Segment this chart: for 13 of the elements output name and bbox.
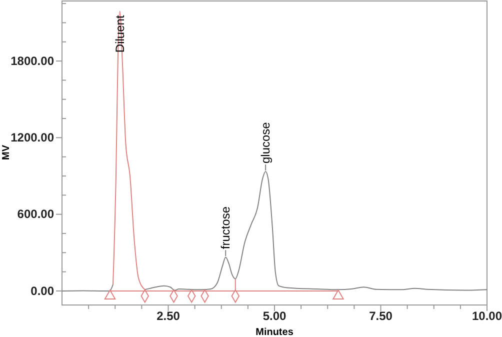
x-tick-label: 7.50	[369, 309, 393, 323]
y-axis-title: MV	[1, 144, 12, 160]
x-tick-label: 5.00	[262, 309, 286, 323]
annotation: Diluent	[112, 14, 127, 53]
y-tick-label: 1800.00	[10, 54, 54, 68]
x-axis-title: Minutes	[256, 327, 294, 337]
y-tick-label: 600.00	[17, 207, 54, 222]
y-tick-label: 0.00	[30, 284, 54, 298]
annotation: fructose	[218, 206, 233, 250]
y-tick-label: 1200.00	[10, 130, 54, 145]
annotation: glucose	[258, 122, 273, 164]
x-tick-label: 10.00	[472, 309, 502, 323]
x-tick-label: 2.50	[156, 309, 180, 323]
